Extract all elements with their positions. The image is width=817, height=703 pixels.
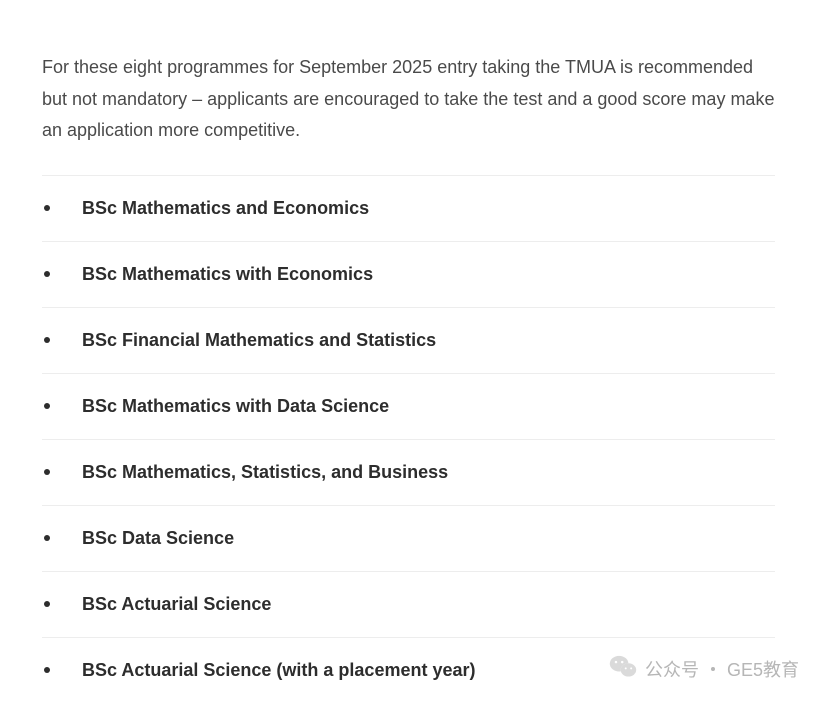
bullet-icon	[44, 667, 50, 673]
bullet-icon	[44, 271, 50, 277]
intro-paragraph: For these eight programmes for September…	[42, 52, 775, 147]
programme-name: BSc Financial Mathematics and Statistics	[82, 330, 436, 351]
dot-icon	[711, 667, 715, 671]
list-item: BSc Actuarial Science	[42, 571, 775, 637]
programme-name: BSc Actuarial Science (with a placement …	[82, 660, 476, 681]
programme-list: BSc Mathematics and Economics BSc Mathem…	[42, 175, 775, 703]
list-item: BSc Mathematics with Economics	[42, 241, 775, 307]
watermark: 公众号 GE5教育	[609, 652, 799, 685]
list-item: BSc Mathematics and Economics	[42, 175, 775, 241]
list-item: BSc Data Science	[42, 505, 775, 571]
bullet-icon	[44, 205, 50, 211]
watermark-label-right: GE5教育	[727, 656, 799, 682]
programme-name: BSc Actuarial Science	[82, 594, 271, 615]
list-item: BSc Financial Mathematics and Statistics	[42, 307, 775, 373]
watermark-label-left: 公众号	[645, 656, 699, 682]
list-item: BSc Mathematics, Statistics, and Busines…	[42, 439, 775, 505]
bullet-icon	[44, 601, 50, 607]
bullet-icon	[44, 337, 50, 343]
bullet-icon	[44, 535, 50, 541]
page-root: For these eight programmes for September…	[0, 0, 817, 703]
programme-name: BSc Mathematics and Economics	[82, 198, 369, 219]
list-item: BSc Mathematics with Data Science	[42, 373, 775, 439]
wechat-icon	[609, 652, 637, 685]
programme-name: BSc Data Science	[82, 528, 234, 549]
programme-name: BSc Mathematics with Data Science	[82, 396, 389, 417]
programme-name: BSc Mathematics with Economics	[82, 264, 373, 285]
programme-name: BSc Mathematics, Statistics, and Busines…	[82, 462, 448, 483]
bullet-icon	[44, 469, 50, 475]
bullet-icon	[44, 403, 50, 409]
